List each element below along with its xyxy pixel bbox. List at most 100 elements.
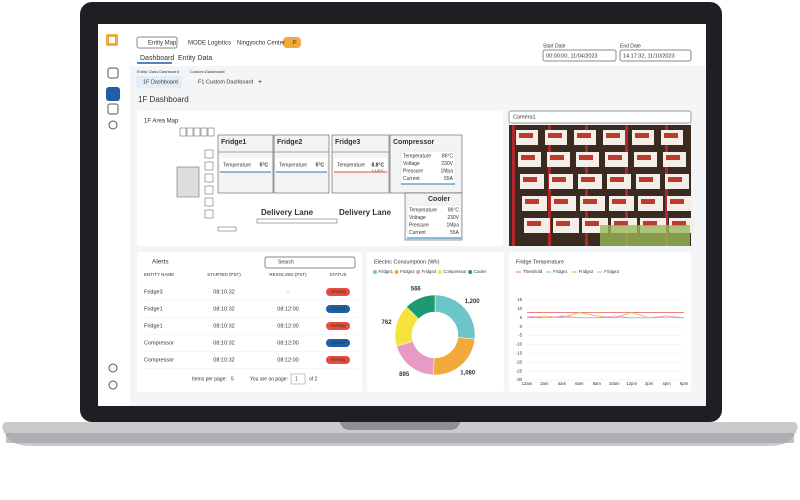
pallet bbox=[200, 127, 208, 137]
sidebar-icon[interactable] bbox=[108, 120, 118, 130]
reading-value: 86°C bbox=[448, 207, 460, 213]
reading-value: 1Mpa bbox=[446, 222, 459, 228]
cell: Fridge1 bbox=[144, 323, 163, 329]
reading-card bbox=[276, 158, 327, 172]
date-value: 14:17:32, 11/10/2023 bbox=[623, 53, 675, 59]
box-label bbox=[548, 133, 562, 138]
column-header: STATUS bbox=[329, 272, 346, 277]
room-name: Fridge2 bbox=[277, 139, 302, 146]
equipment-name: Compressor bbox=[393, 139, 435, 146]
box-label bbox=[610, 177, 624, 182]
x-tick-label: 12pm bbox=[626, 381, 637, 386]
end-date-input[interactable] bbox=[619, 49, 692, 62]
donut-slice bbox=[406, 294, 436, 320]
status: Alerting bbox=[330, 289, 346, 294]
y-tick-label: -20 bbox=[516, 359, 523, 364]
legend-label: Threshold bbox=[523, 269, 543, 274]
box-label bbox=[585, 221, 599, 226]
start-date-input[interactable] bbox=[542, 49, 617, 62]
legend-swatch bbox=[437, 270, 442, 274]
box-label bbox=[639, 177, 653, 182]
breadcrumb: Ningyocho Center bbox=[237, 41, 285, 47]
laptop-base-shadow bbox=[6, 433, 794, 443]
x-tick-label: 8am bbox=[593, 381, 602, 386]
data-label: 762 bbox=[382, 320, 393, 326]
reading-card bbox=[406, 204, 462, 239]
sidebar-icon[interactable] bbox=[108, 380, 118, 390]
legend-swatch bbox=[416, 270, 421, 274]
tab: Entity Data bbox=[178, 55, 212, 62]
box-label bbox=[666, 155, 680, 160]
box-label bbox=[519, 133, 533, 138]
pallet bbox=[204, 161, 214, 171]
chart-title: Electric Consumption (Wh) bbox=[374, 259, 440, 265]
x-tick-label: 6am bbox=[575, 381, 584, 386]
legend-swatch bbox=[373, 270, 377, 274]
status-pill bbox=[326, 339, 350, 347]
y-tick-label: 5 bbox=[520, 315, 523, 320]
reading-label: Temperature bbox=[223, 162, 251, 168]
pallet bbox=[186, 127, 194, 137]
status-pill bbox=[326, 356, 350, 364]
map-layout bbox=[176, 127, 463, 241]
sidebar-icon-active[interactable] bbox=[106, 87, 120, 101]
legend-swatch bbox=[394, 270, 399, 274]
y-tick-label: 0 bbox=[520, 324, 523, 329]
y-tick-label: 10 bbox=[517, 306, 522, 311]
camera-select[interactable] bbox=[508, 110, 692, 124]
cell: - bbox=[287, 289, 289, 295]
reading-label: Temperature bbox=[403, 153, 431, 159]
data-label: 566 bbox=[411, 286, 422, 292]
box-label bbox=[670, 199, 684, 204]
room-name: Fridge3 bbox=[335, 139, 360, 146]
reading-label: Temperature bbox=[279, 162, 307, 168]
sidebar-icon[interactable] bbox=[107, 103, 119, 115]
cell: 08:10:32 bbox=[213, 357, 234, 363]
cell: 08:12:00 bbox=[277, 323, 298, 329]
legend-swatch bbox=[468, 270, 473, 274]
laptop-notch bbox=[340, 422, 460, 430]
cell: Compressor bbox=[144, 340, 174, 346]
data-label: 1,080 bbox=[460, 370, 476, 376]
y-tick-label: 15 bbox=[517, 297, 522, 302]
pager-label: of 2 bbox=[309, 376, 318, 382]
page-input bbox=[290, 373, 306, 385]
add-dashboard: + bbox=[258, 79, 262, 86]
reading-value: 5°C bbox=[260, 162, 269, 168]
cell: 08:10:32 bbox=[213, 289, 234, 295]
column-header: ENTITY NAME bbox=[144, 272, 174, 277]
pager-label: Items per page: bbox=[192, 376, 227, 382]
reading-card bbox=[334, 158, 387, 172]
box-label bbox=[668, 177, 682, 182]
pager-label: You are on page: bbox=[250, 376, 288, 382]
box-label bbox=[664, 133, 678, 138]
reading-label: Pressure bbox=[403, 168, 423, 174]
dashboard-group-label: Custom Dashboard bbox=[190, 69, 224, 74]
reading-label: Voltage bbox=[403, 161, 420, 167]
column-header: STARTED (PST) bbox=[207, 272, 241, 277]
status-pill bbox=[326, 322, 350, 330]
reading-value: 55A bbox=[444, 176, 454, 182]
panel-title: Alerts bbox=[152, 259, 169, 266]
reading-label: Voltage bbox=[409, 215, 426, 221]
legend-label: Fridge3 bbox=[604, 269, 619, 274]
sidebar-icon[interactable] bbox=[107, 67, 119, 79]
y-tick-label: -30 bbox=[516, 377, 523, 382]
toggle[interactable] bbox=[283, 37, 301, 48]
dashboard-chip[interactable] bbox=[136, 76, 182, 88]
date-label: Start Date bbox=[543, 43, 566, 49]
date-label: End Date bbox=[620, 43, 641, 49]
reading-value: 230V bbox=[441, 161, 453, 167]
reading-value: 230V bbox=[447, 215, 459, 221]
cell: Fridge1 bbox=[144, 306, 163, 312]
dock bbox=[176, 166, 200, 198]
cell: 08:10:32 bbox=[213, 340, 234, 346]
reading-value: 55A bbox=[450, 230, 460, 236]
alerts-panel bbox=[137, 252, 362, 392]
search-input[interactable] bbox=[264, 256, 356, 269]
box-label bbox=[581, 177, 595, 182]
sidebar-icon[interactable] bbox=[108, 363, 118, 373]
entity-map-button[interactable] bbox=[136, 36, 178, 49]
lane-label: Delivery Lane bbox=[261, 208, 314, 217]
